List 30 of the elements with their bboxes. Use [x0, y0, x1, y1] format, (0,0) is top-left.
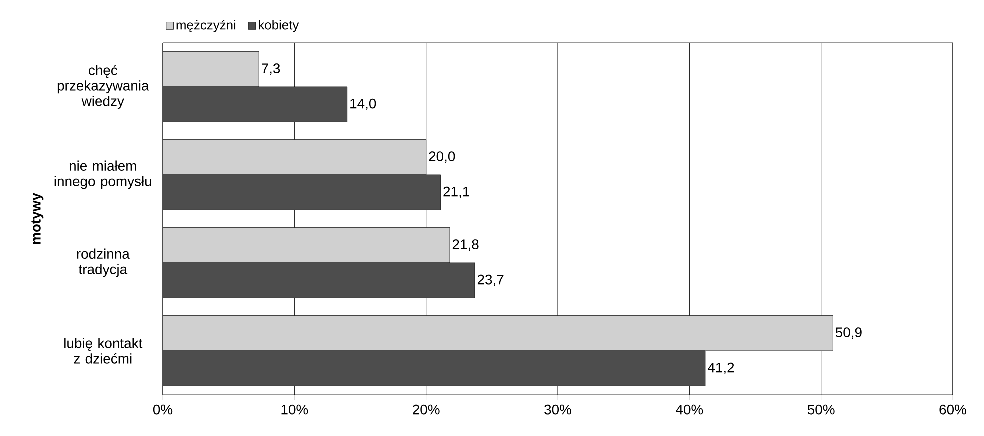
bar — [163, 228, 450, 264]
y-tick-label: rodzinna tradycja — [77, 248, 130, 278]
x-tick-label: 0% — [153, 404, 173, 415]
y-axis-title: motywy — [32, 193, 44, 244]
y-tick-label: lubię kontakt z dziećmi — [64, 338, 143, 364]
bar — [163, 350, 706, 386]
x-tick-label: 50% — [808, 404, 835, 415]
legend-label: mężczyźni — [176, 20, 236, 32]
data-label: 21,8 — [452, 240, 479, 252]
bar — [163, 262, 476, 298]
bar — [163, 86, 348, 122]
x-tick-label: 60% — [940, 404, 966, 415]
data-label: 20,0 — [429, 152, 456, 164]
data-label: 23,7 — [478, 274, 504, 286]
data-label: 7,3 — [262, 64, 280, 76]
bar — [163, 316, 834, 352]
data-label: 41,2 — [708, 362, 734, 374]
bar — [163, 52, 260, 88]
data-label: 14,0 — [350, 98, 376, 110]
data-label: 21,1 — [444, 186, 470, 198]
data-label: 50,9 — [836, 328, 862, 340]
legend-label: kobiety — [259, 20, 300, 32]
y-tick-label: nie miałem innego pomysłu — [54, 160, 152, 190]
x-tick-label: 30% — [544, 404, 572, 415]
x-tick-label: 20% — [413, 404, 440, 415]
x-tick-label: 40% — [676, 404, 704, 415]
bar — [163, 174, 442, 210]
y-tick-label: chęć przekazywania wiedzy — [58, 64, 150, 110]
bar — [163, 140, 427, 176]
x-tick-label: 10% — [282, 404, 308, 415]
